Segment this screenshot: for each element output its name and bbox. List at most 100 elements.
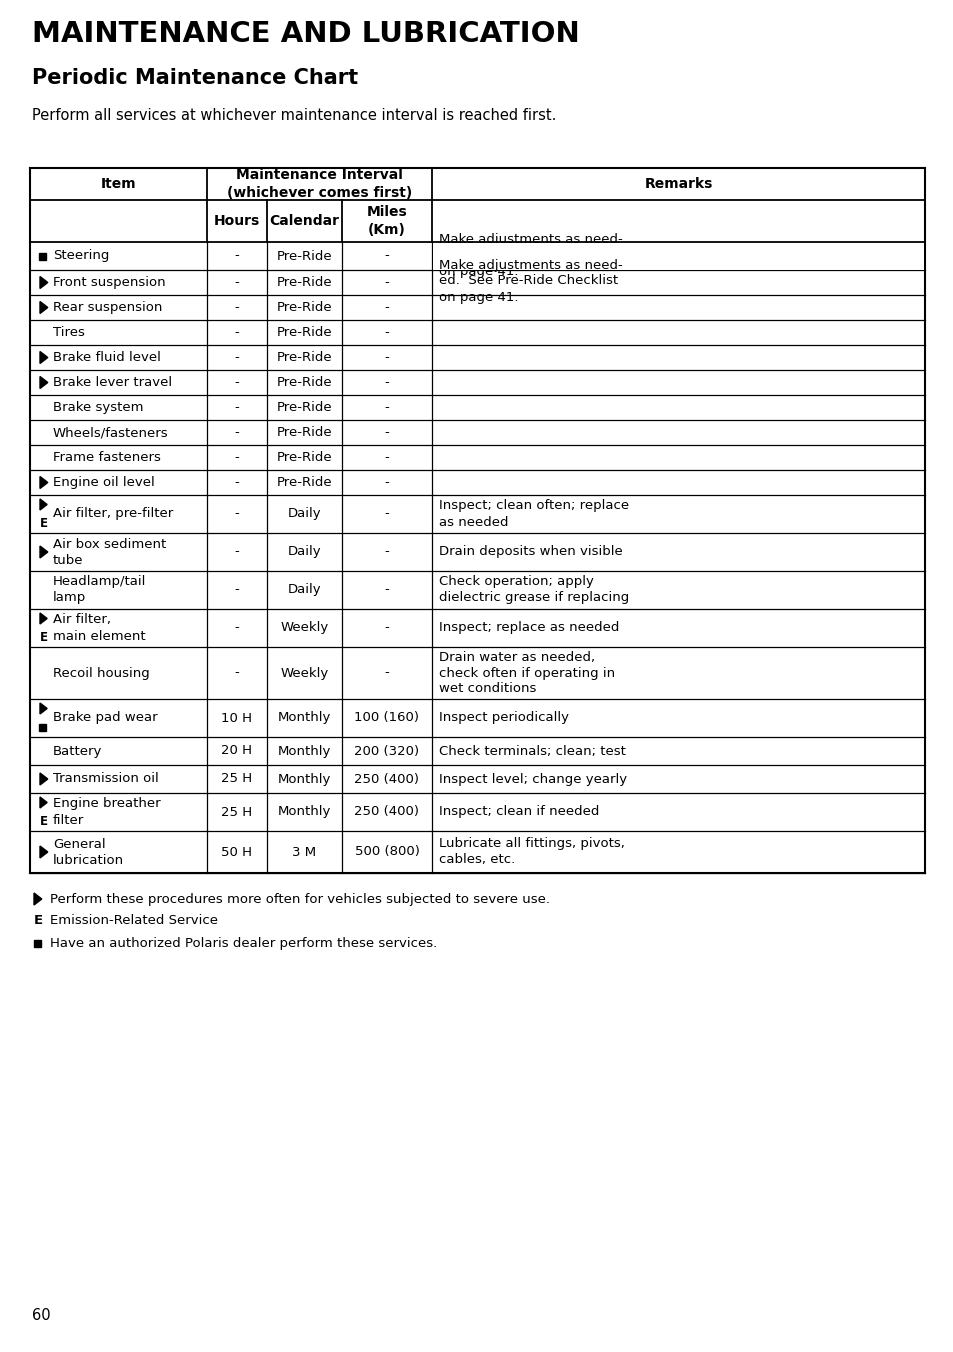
Text: Transmission oil: Transmission oil — [53, 772, 158, 786]
Text: -: - — [234, 545, 239, 558]
Text: MAINTENANCE AND LUBRICATION: MAINTENANCE AND LUBRICATION — [32, 20, 579, 49]
Text: E: E — [40, 815, 48, 827]
Text: 250 (400): 250 (400) — [355, 772, 419, 786]
Text: Air filter, pre-filter: Air filter, pre-filter — [53, 507, 173, 521]
Text: E: E — [40, 516, 48, 530]
Text: 3 M: 3 M — [293, 845, 316, 859]
Text: Hours: Hours — [213, 214, 260, 228]
Text: Pre-Ride: Pre-Ride — [276, 301, 332, 314]
Polygon shape — [40, 703, 47, 714]
Text: Tires: Tires — [53, 326, 85, 339]
Text: -: - — [234, 276, 239, 289]
Text: Pre-Ride: Pre-Ride — [276, 426, 332, 439]
Text: Remarks: Remarks — [643, 177, 712, 191]
Bar — [433, 243, 923, 270]
Text: -: - — [234, 301, 239, 314]
Text: Brake system: Brake system — [53, 402, 143, 414]
Text: Pre-Ride: Pre-Ride — [276, 476, 332, 489]
Polygon shape — [40, 612, 47, 625]
Text: Perform all services at whichever maintenance interval is reached first.: Perform all services at whichever mainte… — [32, 108, 556, 123]
Text: Brake fluid level: Brake fluid level — [53, 352, 161, 364]
Text: -: - — [384, 507, 389, 521]
Text: Pre-Ride: Pre-Ride — [276, 326, 332, 339]
Polygon shape — [40, 301, 48, 314]
Polygon shape — [40, 352, 48, 364]
Text: Lubricate all fittings, pivots,
cables, etc.: Lubricate all fittings, pivots, cables, … — [438, 837, 624, 867]
Text: -: - — [384, 667, 389, 680]
Text: Engine breather
filter: Engine breather filter — [53, 798, 160, 826]
Text: Make adjustments as need-
ed.  See Pre-Ride Checklist
on page 41.: Make adjustments as need- ed. See Pre-Ri… — [438, 258, 622, 303]
Polygon shape — [40, 376, 48, 388]
Text: Brake pad wear: Brake pad wear — [53, 711, 157, 725]
Text: Weekly: Weekly — [280, 667, 328, 680]
Text: 500 (800): 500 (800) — [355, 845, 419, 859]
Text: 50 H: 50 H — [221, 845, 253, 859]
Text: Brake lever travel: Brake lever travel — [53, 376, 172, 389]
Polygon shape — [40, 476, 48, 488]
Text: -: - — [234, 402, 239, 414]
Bar — [39, 253, 47, 260]
Text: Item: Item — [101, 177, 136, 191]
Text: E: E — [33, 914, 43, 927]
Text: -: - — [384, 426, 389, 439]
Text: -: - — [384, 301, 389, 314]
Text: Daily: Daily — [288, 584, 321, 596]
Text: Maintenance Interval
(whichever comes first): Maintenance Interval (whichever comes fi… — [227, 169, 412, 200]
Text: -: - — [384, 622, 389, 634]
Text: Front suspension: Front suspension — [53, 276, 166, 289]
Text: Drain deposits when visible: Drain deposits when visible — [438, 545, 622, 558]
Text: 60: 60 — [32, 1307, 51, 1322]
Polygon shape — [40, 546, 48, 558]
Text: Inspect level; change yearly: Inspect level; change yearly — [438, 772, 626, 786]
Text: Monthly: Monthly — [277, 772, 331, 786]
Text: Monthly: Monthly — [277, 806, 331, 818]
Text: Pre-Ride: Pre-Ride — [276, 250, 332, 262]
Text: Monthly: Monthly — [277, 711, 331, 725]
Text: 200 (320): 200 (320) — [355, 745, 419, 757]
Text: -: - — [234, 584, 239, 596]
Text: Steering: Steering — [53, 250, 110, 262]
Text: -: - — [384, 276, 389, 289]
Text: -: - — [234, 426, 239, 439]
Text: -: - — [384, 352, 389, 364]
Text: Pre-Ride: Pre-Ride — [276, 402, 332, 414]
Text: -: - — [234, 622, 239, 634]
Text: 10 H: 10 H — [221, 711, 253, 725]
Text: Recoil housing: Recoil housing — [53, 667, 150, 680]
Polygon shape — [40, 796, 47, 808]
Text: Daily: Daily — [288, 545, 321, 558]
Text: -: - — [384, 584, 389, 596]
Text: -: - — [384, 402, 389, 414]
Text: -: - — [234, 250, 239, 262]
Text: -: - — [234, 352, 239, 364]
Text: -: - — [234, 667, 239, 680]
Text: 25 H: 25 H — [221, 806, 253, 818]
Text: Headlamp/tail
lamp: Headlamp/tail lamp — [53, 576, 146, 604]
Text: -: - — [384, 250, 389, 262]
Text: 20 H: 20 H — [221, 745, 253, 757]
Text: -: - — [384, 376, 389, 389]
Text: Emission-Related Service: Emission-Related Service — [50, 914, 218, 927]
Text: Make adjustments as need-
ed.  See Pre-Ride Checklist
on page 41.: Make adjustments as need- ed. See Pre-Ri… — [438, 234, 622, 279]
Text: Engine oil level: Engine oil level — [53, 476, 154, 489]
Text: Frame fasteners: Frame fasteners — [53, 452, 161, 464]
Text: Calendar: Calendar — [269, 214, 339, 228]
Text: Wheels/fasteners: Wheels/fasteners — [53, 426, 169, 439]
Text: Pre-Ride: Pre-Ride — [276, 452, 332, 464]
Text: E: E — [40, 631, 48, 644]
Polygon shape — [40, 773, 48, 786]
Text: -: - — [234, 507, 239, 521]
Text: 100 (160): 100 (160) — [355, 711, 419, 725]
Text: Inspect; clean often; replace
as needed: Inspect; clean often; replace as needed — [438, 499, 628, 529]
Text: 25 H: 25 H — [221, 772, 253, 786]
Text: Weekly: Weekly — [280, 622, 328, 634]
Polygon shape — [40, 277, 48, 288]
Text: -: - — [384, 452, 389, 464]
Text: Drain water as needed,
check often if operating in
wet conditions: Drain water as needed, check often if op… — [438, 650, 615, 695]
Text: Pre-Ride: Pre-Ride — [276, 352, 332, 364]
Polygon shape — [34, 894, 42, 904]
Text: -: - — [384, 326, 389, 339]
Text: -: - — [384, 545, 389, 558]
Polygon shape — [40, 846, 48, 859]
Text: Check terminals; clean; test: Check terminals; clean; test — [438, 745, 625, 757]
